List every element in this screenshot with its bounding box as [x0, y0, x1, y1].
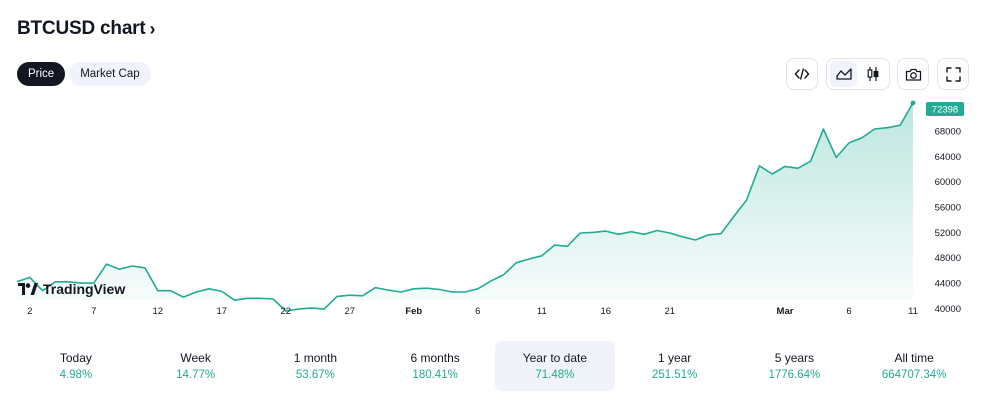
fullscreen-button[interactable] — [937, 58, 969, 90]
perf-label: All time — [894, 351, 934, 365]
perf-label: 5 years — [774, 351, 815, 365]
tradingview-logo-icon — [18, 283, 38, 295]
y-tick-label: 40000 — [935, 304, 961, 315]
candles-icon — [867, 67, 878, 81]
x-tick-label: 11 — [908, 306, 918, 317]
perf-value: 4.98% — [59, 369, 93, 381]
perf-year-to-date[interactable]: Year to date 71.48% — [495, 341, 615, 391]
perf-label: Week — [180, 351, 211, 365]
perf-label: 1 year — [657, 351, 692, 365]
chevron-right-icon: › — [149, 19, 156, 39]
fullscreen-icon — [945, 66, 961, 82]
perf-label: Today — [59, 351, 92, 365]
price-line — [16, 102, 914, 312]
perf-today[interactable]: Today 4.98% — [16, 341, 136, 391]
y-tick-label: 56000 — [935, 203, 961, 214]
x-tick-label: Feb — [405, 306, 422, 317]
perf-1-month[interactable]: 1 month 53.67% — [256, 341, 376, 391]
y-tick-label: 48000 — [935, 253, 961, 264]
chart-mode-toggle: Price Market Cap — [17, 62, 151, 86]
page-title[interactable]: BTCUSD chart — [17, 18, 146, 39]
candles-button[interactable] — [859, 61, 886, 87]
price-area-fill — [17, 103, 913, 311]
perf-value: 180.41% — [412, 369, 458, 381]
y-tick-label: 64000 — [935, 152, 961, 163]
y-axis: 40000 44000 48000 52000 56000 60000 64000 68000 — [935, 126, 961, 315]
current-price-label: 72398 — [926, 101, 964, 116]
performance-strip: Today 4.98% Week 14.77% 1 month 53.67% 6… — [16, 341, 974, 391]
y-tick-label: 52000 — [935, 228, 961, 239]
perf-value: 53.67% — [295, 369, 335, 381]
x-tick-label: 22 — [281, 306, 292, 317]
tradingview-logo-text: TradingView — [43, 281, 126, 297]
x-tick-label: 21 — [665, 306, 676, 317]
last-price-dot — [910, 100, 916, 106]
x-tick-label: 12 — [153, 306, 164, 317]
perf-value: 14.77% — [176, 369, 216, 381]
current-price-text: 72398 — [932, 104, 958, 115]
x-tick-label: 7 — [91, 306, 96, 317]
perf-value: 664707.34% — [881, 369, 947, 381]
tradingview-logo[interactable]: TradingView — [18, 281, 125, 297]
price-chart[interactable]: 72398 4000044000480005200056000600006400… — [0, 96, 990, 326]
perf-value: 71.48% — [535, 369, 575, 381]
x-tick-label: 16 — [601, 306, 612, 317]
perf-label: 6 months — [410, 351, 460, 365]
perf-6-months[interactable]: 6 months 180.41% — [375, 341, 495, 391]
perf-1-year[interactable]: 1 year 251.51% — [615, 341, 735, 391]
embed-button[interactable] — [786, 58, 818, 90]
y-tick-label: 60000 — [935, 177, 961, 188]
perf-value: 251.51% — [651, 369, 698, 381]
x-tick-label: 17 — [217, 306, 228, 317]
perf-week[interactable]: Week 14.77% — [136, 341, 256, 391]
chart-header[interactable]: BTCUSD chart › — [17, 18, 156, 40]
camera-icon — [905, 68, 921, 81]
area-chart-icon — [835, 68, 852, 80]
x-axis: 2 7 12 17 22 27 Feb 6 11 16 21 Mar 6 11 — [27, 306, 918, 317]
snapshot-button[interactable] — [897, 58, 929, 90]
perf-label: Year to date — [522, 351, 588, 365]
x-tick-label: 11 — [537, 306, 547, 317]
y-tick-label: 44000 — [935, 279, 961, 290]
perf-value: 1776.64% — [768, 369, 821, 381]
x-tick-label: Mar — [777, 306, 794, 317]
price-tab[interactable]: Price — [17, 62, 66, 86]
perf-all-time[interactable]: All time 664707.34% — [854, 341, 974, 391]
area-chart-button[interactable] — [830, 61, 857, 87]
y-tick-label: 68000 — [935, 126, 961, 137]
perf-5-years[interactable]: 5 years 1776.64% — [735, 341, 855, 391]
x-tick-label: 27 — [345, 306, 356, 317]
code-icon — [794, 68, 810, 80]
x-tick-label: 6 — [475, 306, 480, 317]
perf-label: 1 month — [293, 351, 338, 365]
chart-style-group — [826, 58, 890, 90]
x-tick-label: 2 — [27, 306, 32, 317]
x-tick-label: 6 — [846, 306, 851, 317]
market-cap-tab[interactable]: Market Cap — [69, 62, 151, 86]
